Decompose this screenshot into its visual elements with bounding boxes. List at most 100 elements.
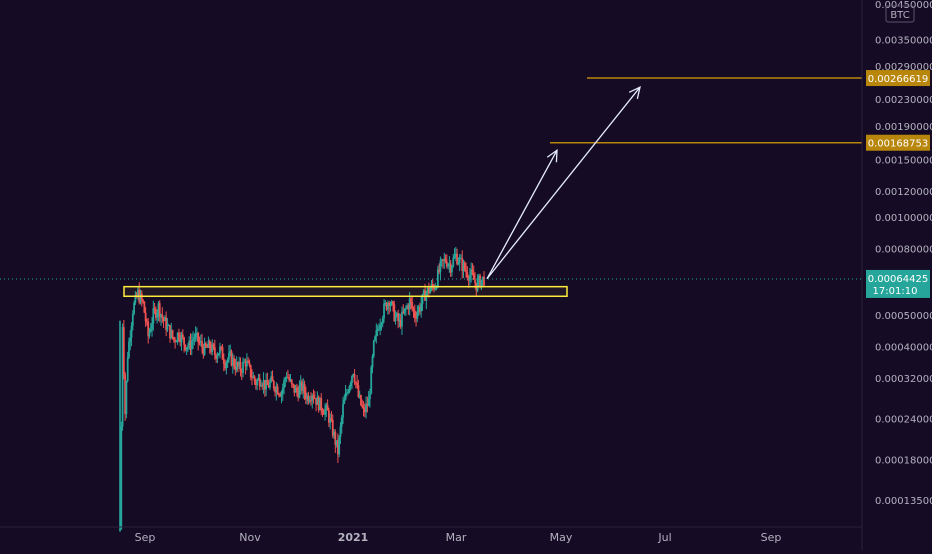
candle-body	[465, 269, 467, 273]
candle	[381, 315, 384, 328]
candle-body	[427, 287, 430, 294]
candle-body	[157, 303, 160, 313]
candle-body	[275, 386, 278, 393]
candle-body	[463, 262, 466, 270]
y-tick-label: 0.00190000	[875, 122, 932, 133]
candle	[440, 258, 443, 267]
candle-body	[121, 327, 124, 427]
candle-body	[375, 330, 378, 337]
candle-body	[322, 412, 325, 415]
candle	[174, 337, 177, 349]
candle	[371, 353, 374, 374]
candle	[312, 389, 315, 404]
candle	[147, 318, 150, 344]
candle	[413, 304, 416, 323]
candle	[285, 371, 288, 383]
candle-body	[469, 274, 471, 281]
candle	[367, 391, 370, 407]
candle	[240, 368, 243, 380]
candle	[451, 265, 453, 277]
candle	[180, 331, 183, 351]
candle	[272, 379, 275, 392]
candle-body	[326, 405, 329, 411]
candle-body	[389, 304, 392, 306]
candle-body	[354, 382, 357, 384]
candle	[471, 263, 474, 276]
candle-body	[360, 395, 362, 406]
candle	[443, 252, 446, 269]
candle-body	[480, 279, 483, 288]
candle-body	[244, 361, 247, 367]
candle-body	[444, 258, 447, 262]
candle-body	[222, 359, 225, 364]
y-tick-label: 0.00024000	[875, 415, 932, 426]
candle	[384, 299, 387, 307]
candle	[378, 323, 380, 332]
candle	[321, 407, 324, 417]
candle-body	[190, 341, 193, 350]
candle-body	[438, 269, 441, 272]
candle-body	[417, 306, 420, 313]
candle	[120, 421, 123, 530]
candle-body	[245, 360, 248, 367]
candle-body	[448, 263, 451, 265]
candle	[307, 391, 310, 405]
candle	[208, 339, 211, 354]
projection-arrow	[486, 148, 558, 280]
candle-body	[262, 380, 265, 387]
candle-body	[397, 313, 400, 322]
candle	[288, 373, 291, 383]
candle	[297, 385, 300, 402]
candle-body	[204, 343, 207, 347]
candle-body	[347, 392, 350, 394]
candle	[231, 353, 234, 374]
candle-body	[310, 400, 312, 402]
y-tick-label: 0.00032000	[875, 374, 932, 385]
candle	[328, 407, 330, 428]
candle	[158, 300, 161, 323]
candle-body	[240, 371, 243, 373]
candle-body	[419, 306, 421, 312]
candle	[388, 300, 391, 315]
candle	[181, 329, 184, 340]
candle-body	[243, 361, 246, 363]
candle-body	[356, 382, 359, 386]
candle	[279, 391, 282, 398]
candle-body	[384, 302, 387, 304]
candle-body	[254, 380, 257, 386]
candle	[126, 351, 129, 383]
candle	[352, 373, 355, 378]
candle-body	[216, 355, 219, 359]
candle	[372, 339, 375, 359]
candle	[357, 379, 360, 399]
candle	[280, 390, 283, 404]
candle	[303, 380, 306, 401]
candle	[431, 278, 434, 291]
target-level-label: 0.00266619	[866, 70, 930, 87]
candle-body	[357, 385, 360, 397]
candle	[436, 265, 439, 289]
candle	[266, 372, 269, 386]
candle	[389, 301, 392, 312]
y-tick-label: 0.00230000	[875, 95, 932, 106]
candle-body	[454, 253, 457, 256]
candle-body	[257, 377, 260, 381]
candle	[201, 333, 203, 354]
candle	[347, 389, 350, 395]
candle	[348, 384, 351, 394]
candle	[221, 343, 224, 360]
candle-body	[137, 289, 139, 297]
candle	[187, 343, 189, 353]
candle-body	[279, 394, 282, 397]
candle-body	[161, 314, 164, 318]
candle	[281, 383, 284, 401]
candle	[146, 318, 148, 326]
target-level-label: 0.00168753	[866, 134, 930, 151]
candle	[379, 318, 382, 336]
candle	[292, 383, 294, 389]
candle-body	[238, 361, 241, 367]
candle	[157, 300, 160, 322]
candle	[339, 421, 342, 445]
